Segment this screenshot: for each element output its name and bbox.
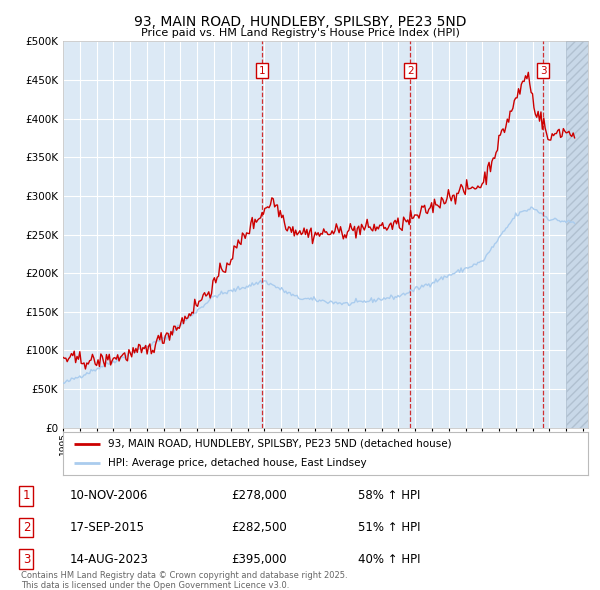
Text: 17-SEP-2015: 17-SEP-2015 xyxy=(70,521,145,534)
Text: £395,000: £395,000 xyxy=(231,552,287,565)
Text: 10-NOV-2006: 10-NOV-2006 xyxy=(70,490,148,503)
Text: 51% ↑ HPI: 51% ↑ HPI xyxy=(358,521,420,534)
Bar xyxy=(566,41,588,428)
Text: 2: 2 xyxy=(407,65,413,76)
Bar xyxy=(566,41,588,428)
Text: 3: 3 xyxy=(23,552,30,565)
Text: Price paid vs. HM Land Registry's House Price Index (HPI): Price paid vs. HM Land Registry's House … xyxy=(140,28,460,38)
Text: 93, MAIN ROAD, HUNDLEBY, SPILSBY, PE23 5ND: 93, MAIN ROAD, HUNDLEBY, SPILSBY, PE23 5… xyxy=(134,15,466,30)
Text: HPI: Average price, detached house, East Lindsey: HPI: Average price, detached house, East… xyxy=(107,458,366,468)
Text: 1: 1 xyxy=(259,65,265,76)
Text: 3: 3 xyxy=(540,65,547,76)
Text: £282,500: £282,500 xyxy=(231,521,287,534)
Text: 2: 2 xyxy=(23,521,30,534)
Text: 14-AUG-2023: 14-AUG-2023 xyxy=(70,552,148,565)
Text: £278,000: £278,000 xyxy=(231,490,287,503)
Text: 58% ↑ HPI: 58% ↑ HPI xyxy=(358,490,420,503)
Text: 40% ↑ HPI: 40% ↑ HPI xyxy=(358,552,420,565)
Text: 1: 1 xyxy=(23,490,30,503)
Text: Contains HM Land Registry data © Crown copyright and database right 2025.
This d: Contains HM Land Registry data © Crown c… xyxy=(21,571,347,590)
Text: 93, MAIN ROAD, HUNDLEBY, SPILSBY, PE23 5ND (detached house): 93, MAIN ROAD, HUNDLEBY, SPILSBY, PE23 5… xyxy=(107,439,451,449)
